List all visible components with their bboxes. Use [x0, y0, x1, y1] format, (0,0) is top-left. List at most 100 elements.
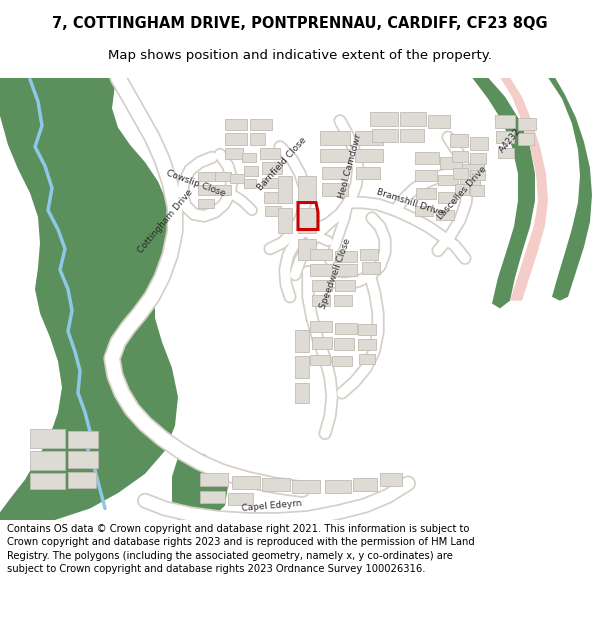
Polygon shape: [472, 78, 535, 308]
Bar: [322, 167, 348, 179]
Bar: [278, 176, 292, 203]
Text: Capel Edeyrn: Capel Edeyrn: [242, 499, 302, 512]
Bar: [470, 152, 486, 164]
Polygon shape: [500, 78, 548, 301]
Bar: [335, 251, 357, 262]
Bar: [298, 208, 316, 233]
Bar: [320, 149, 350, 162]
Polygon shape: [172, 451, 228, 520]
Bar: [200, 491, 225, 502]
Bar: [30, 451, 65, 470]
Bar: [250, 133, 265, 145]
Bar: [320, 131, 350, 145]
Bar: [415, 152, 439, 164]
Bar: [198, 185, 216, 195]
Bar: [362, 262, 380, 274]
Bar: [453, 168, 468, 179]
Bar: [335, 264, 357, 276]
Bar: [518, 133, 534, 145]
Text: Lascelles Drive: Lascelles Drive: [436, 164, 488, 221]
Bar: [400, 129, 424, 142]
Bar: [438, 174, 458, 185]
Bar: [470, 185, 484, 196]
Bar: [310, 354, 330, 365]
Bar: [335, 322, 357, 334]
Bar: [452, 151, 468, 162]
Bar: [415, 206, 433, 216]
Bar: [310, 264, 332, 276]
Text: Barnfield Close: Barnfield Close: [256, 136, 308, 192]
Bar: [225, 133, 247, 145]
Bar: [495, 115, 515, 128]
Bar: [278, 208, 292, 233]
Bar: [244, 179, 256, 188]
Bar: [358, 324, 376, 335]
Text: Map shows position and indicative extent of the property.: Map shows position and indicative extent…: [108, 49, 492, 62]
Bar: [355, 131, 383, 145]
Bar: [295, 356, 309, 377]
Bar: [462, 164, 484, 176]
Polygon shape: [0, 78, 178, 520]
Bar: [356, 167, 380, 179]
Bar: [353, 478, 377, 491]
Bar: [455, 184, 469, 195]
Bar: [415, 170, 437, 181]
Bar: [68, 472, 96, 488]
Bar: [360, 249, 378, 260]
Text: Speedwell Close: Speedwell Close: [318, 238, 352, 310]
Bar: [225, 119, 247, 131]
Bar: [298, 176, 316, 203]
Bar: [450, 134, 468, 147]
Bar: [400, 112, 426, 126]
Bar: [68, 451, 98, 468]
Bar: [370, 112, 398, 126]
Bar: [334, 338, 354, 350]
Text: Cowslip Close: Cowslip Close: [165, 169, 227, 198]
Bar: [460, 179, 480, 189]
Bar: [262, 478, 290, 491]
Bar: [230, 174, 244, 183]
Bar: [416, 188, 436, 199]
Bar: [332, 356, 352, 366]
Bar: [518, 118, 536, 131]
Bar: [215, 185, 231, 195]
Bar: [355, 149, 383, 162]
Bar: [242, 152, 256, 162]
Bar: [470, 170, 485, 181]
Bar: [322, 183, 348, 196]
Bar: [372, 129, 398, 142]
Bar: [292, 479, 320, 493]
Bar: [228, 493, 253, 504]
Polygon shape: [548, 78, 592, 301]
Bar: [30, 429, 65, 448]
Bar: [325, 479, 351, 493]
Bar: [310, 321, 332, 332]
Bar: [264, 192, 282, 202]
Bar: [295, 331, 309, 352]
Bar: [262, 162, 282, 174]
Bar: [225, 148, 243, 159]
Text: Contains OS data © Crown copyright and database right 2021. This information is : Contains OS data © Crown copyright and d…: [7, 524, 475, 574]
Bar: [496, 131, 514, 143]
Bar: [244, 166, 258, 176]
Bar: [440, 158, 462, 169]
Bar: [358, 339, 376, 350]
Bar: [198, 199, 214, 208]
Bar: [428, 115, 450, 128]
Bar: [334, 295, 352, 306]
Bar: [30, 473, 65, 489]
Bar: [265, 206, 281, 216]
Bar: [310, 249, 332, 260]
Bar: [359, 354, 375, 364]
Bar: [262, 177, 280, 188]
Bar: [295, 383, 309, 402]
Bar: [380, 473, 402, 486]
Bar: [312, 295, 330, 306]
Text: 7, COTTINGHAM DRIVE, PONTPRENNAU, CARDIFF, CF23 8QG: 7, COTTINGHAM DRIVE, PONTPRENNAU, CARDIF…: [52, 16, 548, 31]
Text: Cottingham Drive: Cottingham Drive: [136, 188, 194, 256]
Bar: [260, 148, 280, 159]
Bar: [200, 473, 228, 486]
Bar: [436, 210, 454, 220]
Bar: [438, 192, 456, 202]
Bar: [312, 279, 332, 291]
